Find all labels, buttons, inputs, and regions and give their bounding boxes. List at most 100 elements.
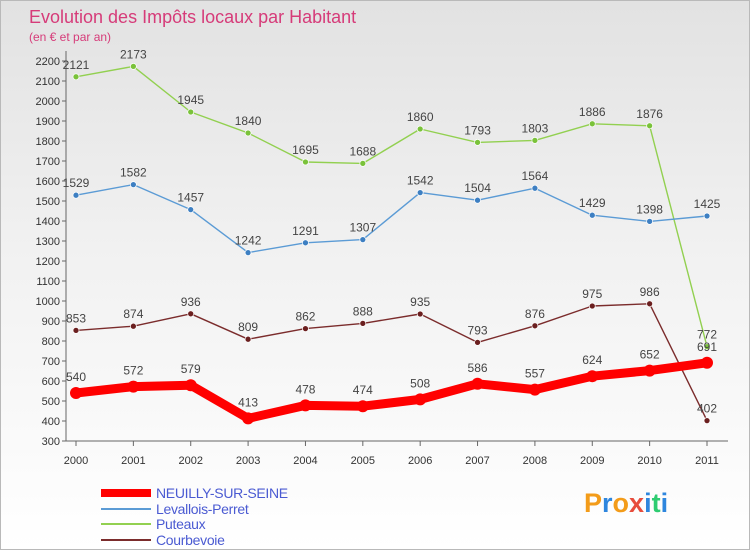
data-label-neuilly-sur-seine: 624 (582, 353, 602, 367)
y-tick-label: 300 (42, 436, 60, 448)
y-tick-label: 500 (42, 396, 60, 408)
legend-label: NEUILLY-SUR-SEINE (156, 485, 288, 501)
chart-subtitle: (en € et par an) (29, 30, 112, 44)
y-tick-label: 1700 (36, 156, 60, 168)
data-point-levallois-perret (130, 181, 137, 188)
data-point-puteaux (302, 158, 309, 166)
data-point-courbevoie (187, 310, 195, 318)
data-label-puteaux: 1803 (522, 121, 549, 135)
data-point-puteaux (646, 122, 653, 130)
series-line-levallois-perret (75, 183, 708, 254)
legend-item: NEUILLY-SUR-SEINE (101, 485, 288, 501)
data-label-puteaux: 772 (697, 328, 717, 342)
logo-letter: x (629, 488, 645, 518)
y-tick-label: 2100 (36, 76, 60, 88)
data-label-neuilly-sur-seine: 508 (410, 376, 430, 390)
data-point-neuilly-sur-seine (586, 370, 599, 383)
data-point-puteaux (244, 129, 252, 137)
series-line-puteaux (75, 65, 708, 348)
data-point-courbevoie (416, 310, 424, 318)
data-point-courbevoie (646, 300, 653, 308)
y-tick-label: 400 (42, 416, 60, 428)
legend-swatch (101, 489, 151, 497)
y-tick-label: 1600 (36, 176, 60, 188)
y-tick-label: 1400 (36, 216, 60, 228)
data-point-courbevoie (359, 320, 367, 327)
y-tick-label: 600 (42, 376, 60, 388)
y-tick-label: 1100 (36, 276, 60, 288)
data-label-puteaux: 1793 (464, 123, 491, 137)
data-label-levallois-perret: 1429 (579, 196, 606, 210)
y-tick-label: 700 (42, 356, 60, 368)
x-tick-label: 2001 (121, 455, 145, 467)
data-point-levallois-perret (187, 206, 195, 213)
proxiti-logo: Proxiti (584, 488, 668, 519)
y-tick-label: 800 (42, 336, 60, 348)
data-point-courbevoie (588, 302, 596, 310)
data-point-neuilly-sur-seine (184, 379, 197, 392)
data-point-neuilly-sur-seine (356, 400, 369, 413)
logo-letter: i (644, 488, 652, 518)
data-label-neuilly-sur-seine: 652 (640, 348, 660, 362)
data-label-neuilly-sur-seine: 540 (66, 370, 86, 384)
y-tick-label: 2200 (36, 56, 60, 68)
legend-item: Puteaux (101, 516, 206, 532)
data-point-levallois-perret (703, 212, 711, 220)
legend-swatch (101, 538, 151, 541)
x-tick-label: 2008 (523, 455, 547, 467)
data-point-neuilly-sur-seine (471, 377, 484, 390)
data-label-puteaux: 1945 (177, 93, 204, 107)
data-label-levallois-perret: 1582 (120, 166, 147, 180)
data-label-puteaux: 1876 (636, 107, 663, 121)
data-label-neuilly-sur-seine: 413 (238, 395, 258, 409)
data-label-levallois-perret: 1542 (407, 174, 434, 188)
logo-letter: o (612, 488, 630, 518)
data-label-courbevoie: 986 (640, 285, 660, 299)
data-point-levallois-perret (72, 191, 80, 199)
data-label-courbevoie: 862 (295, 310, 315, 324)
x-tick-label: 2007 (465, 455, 489, 467)
data-point-puteaux (474, 139, 481, 146)
data-point-neuilly-sur-seine (528, 383, 541, 396)
data-label-puteaux: 2173 (120, 47, 147, 61)
data-label-puteaux: 2121 (63, 58, 90, 72)
y-tick-label: 2000 (36, 96, 60, 108)
data-point-courbevoie (244, 335, 252, 343)
data-point-levallois-perret (416, 189, 424, 196)
x-tick-label: 2010 (637, 455, 661, 467)
data-label-courbevoie: 874 (123, 307, 143, 321)
data-point-puteaux (187, 108, 195, 116)
x-tick-label: 2005 (351, 455, 375, 467)
x-tick-label: 2009 (580, 455, 604, 467)
data-point-neuilly-sur-seine (242, 412, 255, 425)
data-label-courbevoie: 936 (181, 295, 201, 309)
y-tick-label: 1300 (36, 236, 60, 248)
data-label-courbevoie: 888 (353, 304, 373, 318)
data-point-neuilly-sur-seine (70, 387, 82, 399)
data-point-levallois-perret (474, 196, 481, 204)
data-label-puteaux: 1688 (349, 144, 376, 158)
data-label-puteaux: 1840 (235, 114, 262, 128)
x-tick-label: 2000 (64, 455, 88, 467)
data-point-puteaux (588, 120, 596, 128)
legend-item: Courbevoie (101, 532, 225, 548)
data-label-courbevoie: 853 (66, 311, 86, 325)
data-point-puteaux (703, 343, 711, 350)
data-point-neuilly-sur-seine (643, 364, 656, 377)
legend-item: Levallois-Perret (101, 501, 249, 517)
data-point-neuilly-sur-seine (414, 393, 427, 406)
data-point-levallois-perret (302, 239, 309, 247)
x-tick-label: 2004 (293, 455, 317, 467)
data-point-neuilly-sur-seine (299, 399, 312, 412)
data-point-courbevoie (703, 417, 711, 424)
data-label-neuilly-sur-seine: 572 (123, 364, 143, 378)
x-tick-label: 2002 (178, 455, 202, 467)
data-label-levallois-perret: 1529 (63, 176, 90, 190)
data-label-puteaux: 1886 (579, 105, 606, 119)
logo-letter: r (602, 488, 613, 518)
data-label-levallois-perret: 1425 (694, 197, 721, 211)
logo-letter: i (660, 488, 669, 518)
y-tick-label: 1200 (36, 256, 60, 268)
